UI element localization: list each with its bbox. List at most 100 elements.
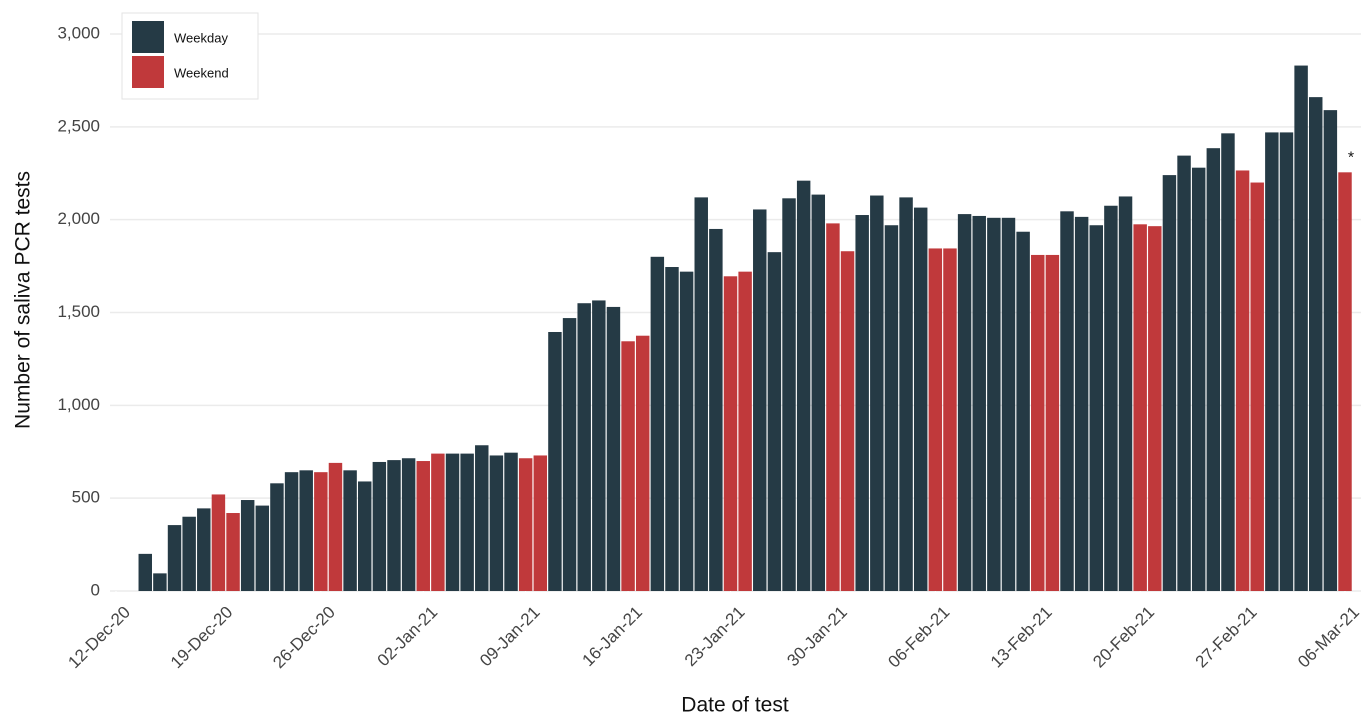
x-tick-label: 13-Feb-21 (987, 603, 1056, 672)
bar (972, 215, 986, 591)
y-tick-label: 2,500 (57, 116, 100, 135)
bar (387, 460, 401, 591)
x-tick-label: 06-Mar-21 (1294, 603, 1361, 672)
bar (533, 455, 548, 591)
bar (1221, 133, 1235, 591)
bar (1338, 172, 1352, 592)
bar (913, 207, 928, 591)
bar (255, 505, 270, 591)
bar (1309, 97, 1323, 592)
x-tick-label: 12-Dec-20 (64, 603, 134, 673)
bar (445, 453, 460, 591)
bar (562, 318, 577, 591)
bar (1016, 231, 1030, 592)
bar (577, 303, 591, 591)
bar (811, 194, 826, 591)
bar (270, 483, 284, 591)
bar (1191, 167, 1206, 591)
x-tick-label: 02-Jan-21 (374, 603, 442, 671)
bar (211, 494, 226, 591)
bar (1206, 148, 1221, 591)
bar (1235, 170, 1250, 591)
bar (416, 461, 430, 591)
x-axis-title: Date of test (681, 694, 789, 717)
bar (1162, 175, 1177, 591)
bar (592, 300, 606, 591)
bar (182, 516, 196, 591)
bar (357, 481, 372, 591)
legend-swatch (132, 21, 164, 53)
bar (709, 228, 723, 591)
bar (738, 271, 752, 591)
bar (226, 513, 240, 591)
bar (372, 461, 387, 591)
bar (1323, 110, 1338, 591)
bar (475, 445, 489, 591)
bar (504, 452, 518, 591)
legend-label: Weekday (174, 30, 228, 45)
legend-label: Weekend (174, 65, 229, 80)
bar (679, 271, 694, 591)
bar (138, 553, 152, 591)
bar (694, 197, 708, 592)
bar (489, 455, 504, 591)
bar (240, 500, 255, 591)
bar (1133, 224, 1147, 591)
bar (826, 223, 840, 591)
x-tick-label: 16-Jan-21 (579, 603, 647, 671)
bar (943, 248, 957, 591)
bar (1250, 182, 1264, 592)
bar (928, 248, 943, 591)
bar (1177, 155, 1191, 591)
x-tick-label: 27-Feb-21 (1192, 603, 1261, 672)
x-tick-label: 09-Jan-21 (476, 603, 544, 671)
bar (1031, 254, 1045, 591)
bar (548, 331, 562, 591)
bar (153, 573, 167, 591)
y-tick-label: 2,000 (57, 209, 100, 228)
bar (299, 470, 313, 591)
bar (1060, 211, 1074, 592)
x-tick-label: 30-Jan-21 (783, 603, 851, 671)
bar (328, 462, 343, 591)
bar (1074, 216, 1089, 592)
bar (665, 267, 679, 591)
bar (782, 198, 796, 591)
y-tick-label: 3,000 (57, 23, 100, 42)
y-axis-title: Number of saliva PCR tests (12, 171, 35, 429)
bar (987, 217, 1001, 591)
bar (753, 209, 767, 591)
bar (606, 306, 621, 591)
legend-swatch (132, 56, 164, 88)
bar (401, 458, 416, 591)
bar (796, 180, 811, 591)
x-tick-label: 20-Feb-21 (1089, 603, 1158, 672)
bar (840, 251, 855, 592)
bar (870, 195, 884, 591)
x-tick-label: 23-Jan-21 (681, 603, 749, 671)
bar (1118, 196, 1133, 592)
bar (957, 214, 972, 591)
bar (1279, 132, 1294, 592)
bar (167, 525, 182, 591)
bar (621, 341, 635, 591)
bar (314, 472, 328, 591)
bar (650, 256, 665, 591)
bar (723, 276, 738, 591)
y-tick-label: 0 (91, 580, 100, 599)
bar (284, 472, 299, 591)
bar (1001, 217, 1016, 591)
bar (884, 225, 899, 591)
y-tick-label: 1,000 (57, 395, 100, 414)
bar (1265, 132, 1279, 592)
bar (1089, 225, 1104, 591)
bar (1148, 226, 1162, 592)
bar (635, 335, 650, 591)
x-tick-label: 06-Feb-21 (884, 603, 953, 672)
bar (343, 470, 357, 591)
y-tick-label: 1,500 (57, 302, 100, 321)
bar (197, 508, 211, 591)
bar (431, 453, 445, 591)
bar (855, 215, 869, 591)
